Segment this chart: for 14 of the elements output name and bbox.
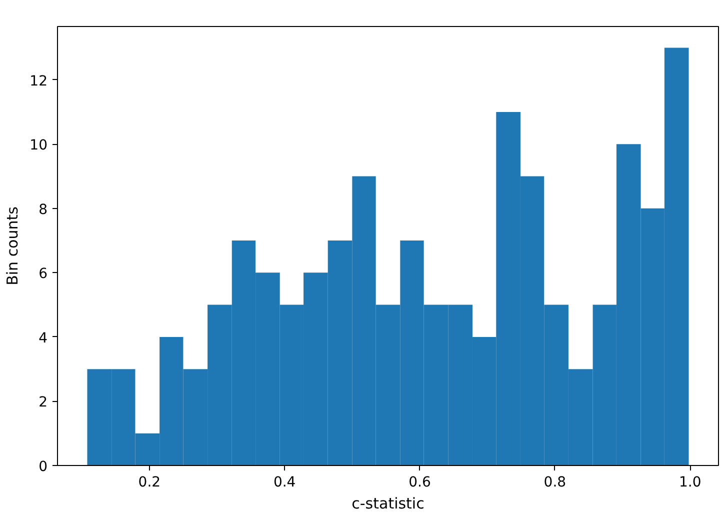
y-tick-label: 0 <box>38 459 48 475</box>
y-axis-title: Bin counts <box>4 206 22 286</box>
x-tick-label: 1.0 <box>678 474 702 490</box>
y-tick-label: 4 <box>38 330 48 346</box>
x-tick-label: 0.4 <box>273 474 296 490</box>
y-tick-label: 2 <box>38 394 48 411</box>
y-tick-label: 10 <box>30 138 48 154</box>
y-tick-label: 8 <box>38 202 48 218</box>
x-axis-title: c-statistic <box>352 494 424 512</box>
y-tick-label: 12 <box>30 73 48 90</box>
x-tick-label: 0.6 <box>408 474 431 490</box>
y-tick-label: 6 <box>38 266 48 282</box>
x-tick-label: 0.2 <box>138 474 161 490</box>
x-tick-label: 0.8 <box>544 474 566 490</box>
